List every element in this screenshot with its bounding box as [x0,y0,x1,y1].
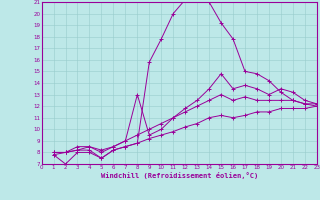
X-axis label: Windchill (Refroidissement éolien,°C): Windchill (Refroidissement éolien,°C) [100,172,258,179]
